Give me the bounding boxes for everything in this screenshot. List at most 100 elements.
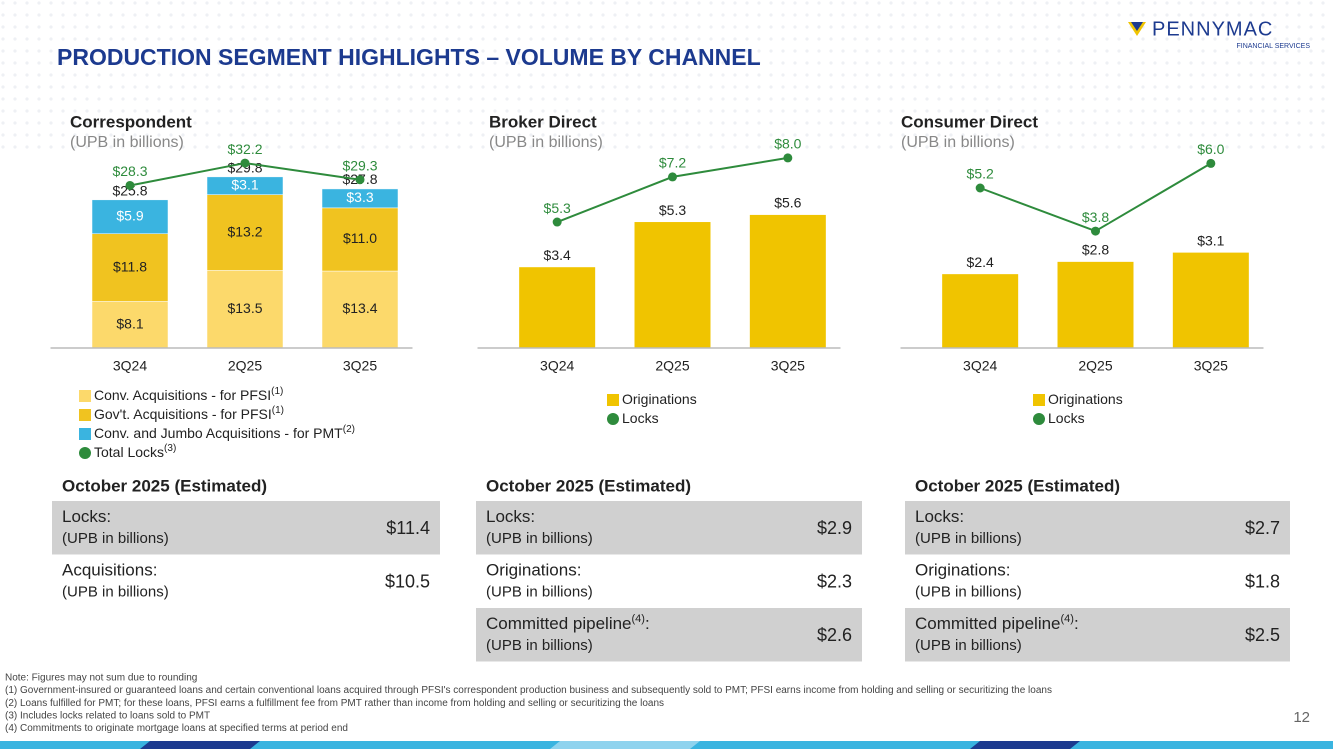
row-value: $2.3 — [817, 571, 852, 591]
row-sublabel: (UPB in billions) — [915, 583, 1022, 600]
x-tick-label: 3Q24 — [540, 358, 574, 374]
line-value-label: $6.0 — [1197, 141, 1224, 157]
chart-subtitle: (UPB in billions) — [70, 134, 184, 151]
bar-value-label: $3.1 — [231, 176, 258, 192]
row-label: Committed pipeline(4): — [915, 613, 1079, 634]
bar — [1172, 252, 1249, 348]
row-label-text: Committed pipeline — [486, 614, 632, 633]
row-sublabel: (UPB in billions) — [915, 637, 1022, 654]
footnote: (1) Government-insured or guaranteed loa… — [5, 685, 1052, 696]
chart-title: Correspondent — [70, 112, 192, 131]
row-label: Locks: — [486, 507, 535, 526]
x-tick-label: 3Q25 — [1194, 358, 1228, 374]
legend-entry: Locks — [622, 410, 659, 426]
row-label-text: Locks: — [915, 507, 964, 526]
line-value-label: $28.3 — [112, 163, 147, 179]
bar-value-label: $13.5 — [227, 300, 262, 316]
line-value-label: $7.2 — [659, 155, 686, 171]
legend-swatch — [79, 447, 91, 459]
bar — [206, 176, 284, 195]
dot-background — [0, 0, 1333, 150]
page-number: 12 — [1293, 709, 1310, 726]
legend-entry: Total Locks(3) — [94, 443, 176, 460]
legend-entry: Conv. Acquisitions - for PFSI(1) — [94, 386, 283, 403]
bar — [1057, 261, 1134, 348]
row-label: Locks: — [62, 507, 111, 526]
footnote: (3) Includes locks related to loans sold… — [5, 710, 210, 721]
legend-name: Gov't. Acquisitions - for PFSI — [94, 406, 272, 422]
logo-mark — [1131, 22, 1143, 31]
row-label-text: Originations: — [486, 561, 581, 580]
line-value-label: $3.8 — [1082, 209, 1109, 225]
table-heading: October 2025 (Estimated) — [486, 476, 691, 495]
legend-name: Locks — [1048, 410, 1085, 426]
logo-name: PENNYMAC — [1152, 18, 1273, 40]
row-label: Originations: — [915, 561, 1010, 580]
bar — [91, 233, 169, 302]
legend-swatch — [607, 394, 619, 406]
legend-entry: Originations — [622, 391, 697, 407]
footnote: Note: Figures may not sum due to roundin… — [5, 673, 197, 684]
x-tick-label: 2Q25 — [1078, 358, 1112, 374]
row-label-text: Originations: — [915, 561, 1010, 580]
row-label: Locks: — [915, 507, 964, 526]
line-value-label: $8.0 — [774, 136, 801, 152]
chart-subtitle: (UPB in billions) — [489, 134, 603, 151]
line-point — [975, 183, 985, 193]
legend-note: (3) — [164, 443, 176, 454]
row-label: Acquisitions: — [62, 561, 157, 580]
total-label: $25.8 — [112, 183, 147, 199]
bar-value-label: $2.8 — [1082, 242, 1109, 258]
row-sublabel: (UPB in billions) — [486, 637, 593, 654]
chart-title: Broker Direct — [489, 112, 597, 131]
table-row-shade — [52, 501, 440, 555]
row-label: Committed pipeline(4): — [486, 613, 650, 634]
row-sublabel: (UPB in billions) — [62, 583, 169, 600]
x-tick-label: 2Q25 — [228, 358, 262, 374]
line-value-label: $29.3 — [342, 157, 377, 173]
row-value: $2.6 — [817, 625, 852, 645]
legend-swatch — [607, 413, 619, 425]
row-label-colon: : — [645, 614, 650, 633]
legend-swatch — [79, 390, 91, 402]
row-label-note: (4) — [1061, 613, 1074, 625]
row-label-text: Acquisitions: — [62, 561, 157, 580]
table-row-shade — [476, 608, 862, 662]
row-value: $2.5 — [1245, 625, 1280, 645]
table-row-shade — [476, 501, 862, 555]
legend-entry: Originations — [1048, 391, 1123, 407]
x-tick-label: 3Q24 — [113, 358, 147, 374]
legend-entry: Gov't. Acquisitions - for PFSI(1) — [94, 405, 284, 422]
table-row-shade — [905, 608, 1290, 662]
bar-value-label: $3.4 — [544, 247, 571, 263]
legend-name: Conv. Acquisitions - for PFSI — [94, 387, 271, 403]
line-point — [1091, 226, 1100, 236]
bar — [321, 207, 399, 272]
row-sublabel: (UPB in billions) — [486, 583, 593, 600]
line-value-label: $5.3 — [544, 200, 571, 216]
bar-value-label: $3.1 — [1197, 232, 1224, 248]
row-label-text: Locks: — [62, 507, 111, 526]
row-value: $2.9 — [817, 518, 852, 538]
bar — [91, 199, 169, 234]
legend-name: Originations — [1048, 391, 1123, 407]
row-label-text: Locks: — [486, 507, 535, 526]
row-value: $11.4 — [386, 518, 430, 538]
row-label-note: (4) — [632, 613, 645, 625]
line-value-label: $5.2 — [967, 166, 994, 182]
row-value: $2.7 — [1245, 518, 1280, 538]
row-label-text: Committed pipeline — [915, 614, 1061, 633]
legend-note: (1) — [271, 386, 283, 397]
table-heading: October 2025 (Estimated) — [915, 476, 1120, 495]
legend-note: (1) — [272, 405, 284, 416]
bar — [942, 274, 1019, 348]
bar-value-label: $5.9 — [116, 207, 143, 223]
chart-subtitle: (UPB in billions) — [901, 134, 1015, 151]
line-value-label: $32.2 — [227, 141, 262, 157]
row-sublabel: (UPB in billions) — [915, 530, 1022, 547]
table-row-shade — [905, 501, 1290, 555]
line-point — [125, 180, 135, 190]
x-tick-label: 3Q24 — [963, 358, 997, 374]
bar — [749, 214, 826, 348]
footnote: (2) Loans fulfilled for PMT; for these l… — [5, 698, 664, 709]
